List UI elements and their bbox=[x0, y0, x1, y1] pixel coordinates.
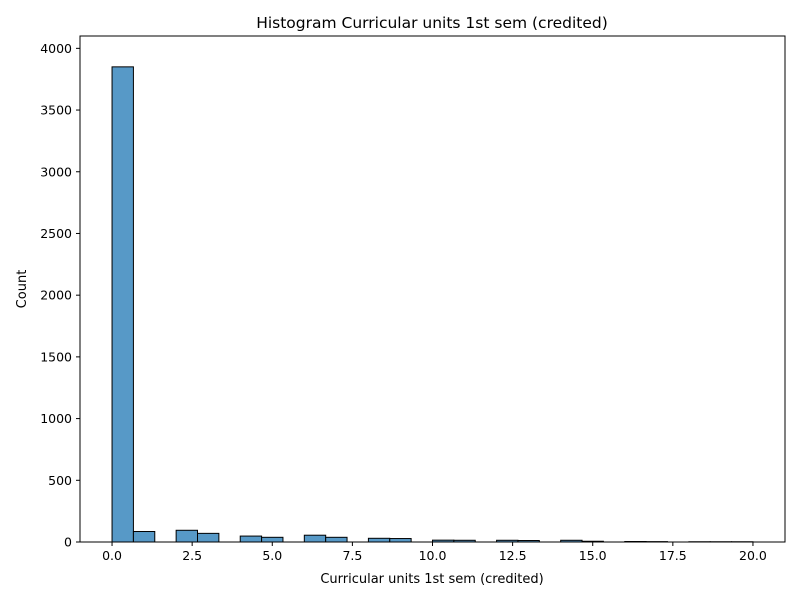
y-axis: 0 500 1000 1500 2000 2500 3000 3500 4000 bbox=[40, 41, 80, 550]
y-tick-label: 3500 bbox=[40, 103, 72, 118]
x-tick-label: 7.5 bbox=[342, 548, 362, 563]
histogram-bar bbox=[111, 66, 134, 543]
y-tick-label: 2500 bbox=[40, 226, 72, 241]
histogram-bar bbox=[325, 536, 348, 543]
histogram-bar bbox=[261, 536, 284, 543]
histogram-bar bbox=[303, 534, 327, 543]
x-axis-title: Curricular units 1st sem (credited) bbox=[320, 572, 543, 587]
chart-title: Histogram Curricular units 1st sem (cred… bbox=[256, 14, 608, 32]
y-tick-label: 0 bbox=[64, 535, 72, 550]
y-axis-title: Count bbox=[15, 270, 30, 309]
x-tick-label: 15.0 bbox=[579, 548, 607, 563]
histogram-bar bbox=[132, 531, 156, 543]
histogram-bar bbox=[239, 535, 263, 543]
plot-frame bbox=[79, 35, 786, 543]
y-tick-label: 1000 bbox=[40, 411, 72, 426]
x-tick-label: 2.5 bbox=[182, 548, 202, 563]
histogram-bar bbox=[197, 532, 220, 543]
x-tick-label: 5.0 bbox=[262, 548, 282, 563]
y-tick-label: 1500 bbox=[40, 349, 72, 364]
y-tick-label: 2000 bbox=[40, 288, 72, 303]
x-tick-label: 20.0 bbox=[739, 548, 767, 563]
y-tick-label: 500 bbox=[48, 473, 72, 488]
x-tick-label: 12.5 bbox=[499, 548, 527, 563]
y-tick-label: 4000 bbox=[40, 41, 72, 56]
x-tick-label: 0.0 bbox=[102, 548, 122, 563]
x-tick-label: 10.0 bbox=[419, 548, 447, 563]
x-tick-label: 17.5 bbox=[659, 548, 687, 563]
histogram-bar bbox=[367, 537, 391, 543]
bars-group bbox=[111, 66, 754, 543]
histogram-bar bbox=[389, 538, 412, 543]
histogram-bar bbox=[175, 529, 199, 543]
y-tick-label: 3000 bbox=[40, 164, 72, 179]
x-axis: 0.0 2.5 5.0 7.5 10.0 12.5 15.0 17.5 20.0 bbox=[102, 542, 767, 563]
